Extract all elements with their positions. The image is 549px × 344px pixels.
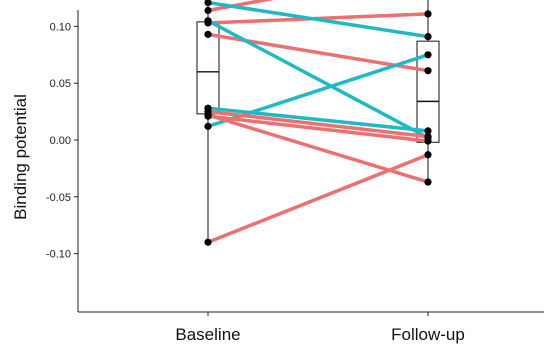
pair-line-red (206, 109, 430, 139)
baseline-point (204, 238, 212, 246)
baseline-point (204, 30, 212, 38)
y-tick-label: -0.05 (46, 192, 71, 204)
followup-point (424, 10, 432, 18)
followup-point (424, 67, 432, 75)
baseline-point (204, 122, 212, 130)
y-tick-label: 0.05 (50, 78, 71, 90)
y-axis: -0.10-0.050.000.050.100.15 (46, 10, 79, 312)
baseline-point (204, 6, 212, 15)
x-axis: Baseline Follow-up (78, 311, 544, 344)
pair-line-red (206, 0, 275, 13)
pair-line-red (206, 114, 430, 143)
y-axis-title: Binding potential (11, 94, 30, 220)
x-category-label: Follow-up (391, 325, 465, 344)
pair-line-teal (206, 0, 430, 39)
baseline-point (204, 17, 212, 25)
data-points (204, 0, 432, 246)
pair-line-teal (206, 18, 430, 140)
y-tick-label: 0.10 (50, 21, 71, 33)
followup-point (424, 51, 432, 59)
followup-point (424, 178, 432, 186)
followup-point (424, 127, 432, 135)
followup-point (424, 151, 432, 159)
pair-line-teal (206, 106, 430, 133)
y-tick-label: -0.10 (46, 249, 71, 261)
followup-point (424, 137, 432, 145)
x-category-label: Baseline (175, 325, 240, 344)
y-tick-label: 0.00 (50, 135, 71, 147)
baseline-point (204, 112, 212, 120)
followup-point (424, 33, 432, 41)
pair-line-red (206, 153, 430, 244)
baseline-point (204, 0, 212, 7)
paired-lines (206, 0, 430, 244)
